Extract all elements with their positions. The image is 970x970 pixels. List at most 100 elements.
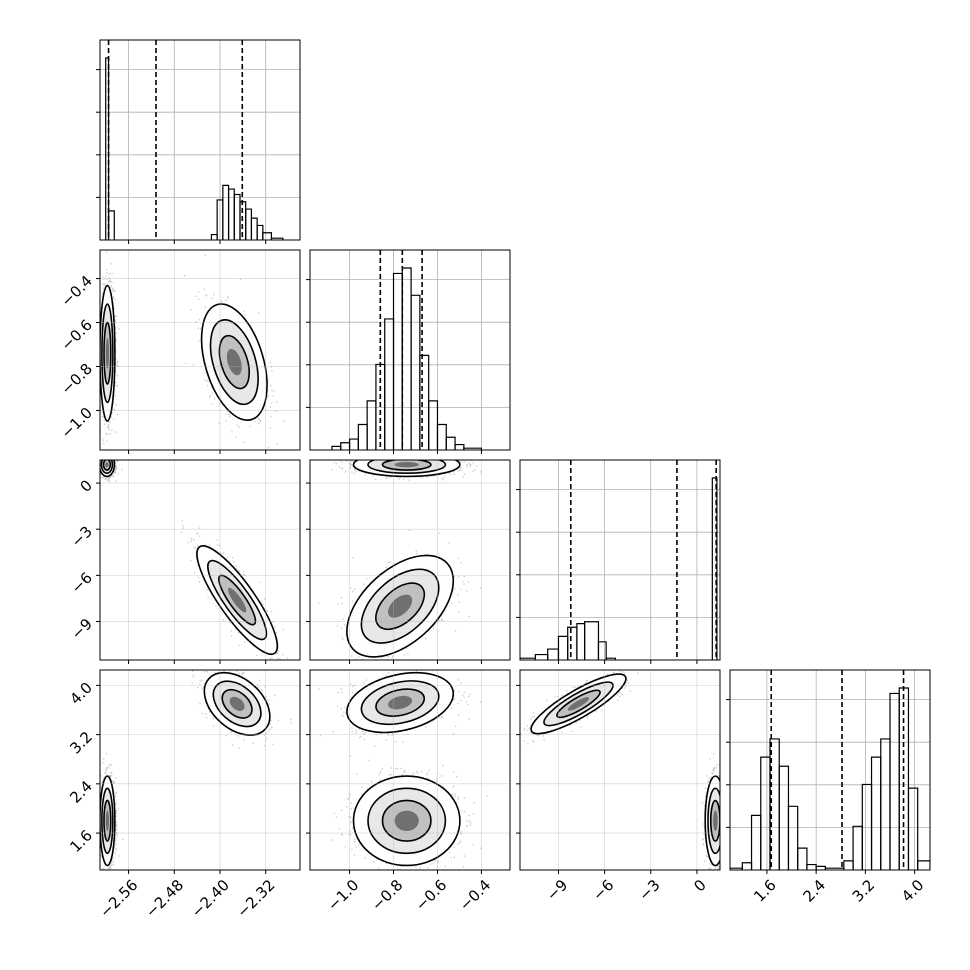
y-tick-label: −1.0 [58, 404, 96, 442]
x-tick-label: −3 [635, 876, 663, 904]
axes-frame [99, 249, 301, 451]
x-tick-label: −2.48 [142, 876, 187, 921]
histogram-bar [366, 400, 377, 450]
density-contour [713, 810, 718, 832]
y-tick-label: 3.2 [66, 728, 96, 758]
x-tick-label: −0.8 [368, 876, 406, 914]
histogram-bar [597, 641, 607, 660]
histogram-bar [557, 635, 569, 660]
scatter-panel-3-1 [306, 669, 511, 874]
histogram-bar [741, 862, 753, 870]
histogram-panel-2 [516, 459, 721, 661]
y-tick-label: 1.6 [66, 826, 96, 856]
y-tick-label: 2.4 [66, 777, 96, 807]
histogram-bar [880, 738, 891, 870]
histogram-bar [778, 765, 790, 870]
x-tick-label: 1.6 [750, 876, 780, 906]
histogram-bar [262, 232, 273, 240]
histogram-bar [250, 217, 258, 240]
y-tick-label: −0.4 [58, 272, 96, 310]
density-contour [387, 594, 413, 618]
density-contour [105, 337, 110, 369]
axes-frame [309, 459, 511, 661]
x-tick-label: 3.2 [849, 876, 879, 906]
y-tick-label: 4.0 [66, 679, 96, 709]
histogram-bar [357, 423, 368, 450]
density-contour [394, 810, 419, 831]
density-contour [394, 461, 419, 468]
x-tick-label: 0 [690, 876, 709, 895]
density-contour [226, 348, 242, 376]
scatter-panel-3-0 [96, 669, 301, 874]
histogram-bar [917, 860, 930, 870]
histogram-bar [852, 825, 863, 870]
density-contour [105, 810, 110, 831]
axes-frame [99, 39, 301, 241]
histogram-bar [567, 626, 578, 660]
axes-frame [99, 459, 301, 661]
histogram-bar [584, 621, 600, 660]
histogram-bar [454, 443, 465, 450]
histogram-bar [340, 442, 351, 450]
histogram-bar [576, 623, 586, 660]
histogram-bar [348, 438, 359, 450]
x-tick-label: −2.32 [233, 876, 278, 921]
histogram-bar [463, 447, 483, 450]
histogram-bar [410, 294, 421, 450]
x-tick-label: −6 [589, 876, 617, 904]
scatter-panel-1-0 [96, 249, 301, 454]
density-contour [229, 696, 245, 711]
histogram-bar [445, 436, 456, 450]
histogram-bar [889, 692, 900, 870]
x-tick-label: 4.0 [898, 876, 928, 906]
histogram-bar [428, 400, 439, 450]
y-tick-label: −6 [68, 569, 96, 597]
axes-frame [729, 669, 931, 871]
histogram-bar [806, 863, 817, 870]
histogram-bar [222, 184, 230, 240]
histogram-bar [270, 237, 284, 240]
scatter-panel-2-0 [96, 459, 301, 664]
x-tick-label: −2.40 [188, 876, 233, 921]
axes-frame [309, 669, 511, 871]
histogram-bar [401, 267, 412, 450]
histogram-bar [605, 657, 616, 660]
density-contour [567, 697, 590, 711]
histogram-bar [797, 847, 808, 870]
axes-frame [519, 669, 721, 871]
y-tick-label: −0.6 [58, 316, 96, 354]
axes-frame [519, 459, 721, 661]
histogram-panel-1 [306, 249, 511, 451]
histogram-bar [107, 210, 115, 240]
y-tick-label: 0 [77, 476, 96, 495]
y-tick-label: −0.8 [58, 360, 96, 398]
histogram-bar [907, 787, 919, 870]
density-contour [388, 695, 413, 710]
x-tick-label: −9 [543, 876, 571, 904]
histogram-bar [534, 653, 549, 660]
x-tick-label: −0.4 [456, 876, 494, 914]
histogram-bar [256, 224, 264, 240]
histogram-bar [547, 648, 560, 660]
histogram-bar [384, 318, 395, 450]
histogram-bar [392, 272, 403, 450]
histogram-bar [419, 354, 430, 450]
x-tick-label: 2.4 [799, 876, 829, 906]
y-tick-label: −9 [68, 615, 96, 643]
histogram-bar [233, 193, 241, 240]
histogram-bar [210, 233, 218, 240]
x-tick-label: −2.56 [96, 876, 141, 921]
y-tick-label: −3 [68, 523, 96, 551]
histogram-bar [843, 860, 854, 870]
histogram-bar [787, 805, 799, 870]
density-contour [227, 587, 247, 613]
histogram-bar [815, 865, 826, 870]
axes-frame [99, 669, 301, 871]
histogram-panel-3 [726, 669, 931, 871]
density-contour [105, 461, 109, 468]
histogram-bar [331, 445, 342, 450]
scatter-panel-2-1 [306, 459, 511, 664]
histogram-bar [227, 188, 235, 240]
histogram-bar [870, 756, 882, 870]
axes-frame [309, 249, 511, 451]
